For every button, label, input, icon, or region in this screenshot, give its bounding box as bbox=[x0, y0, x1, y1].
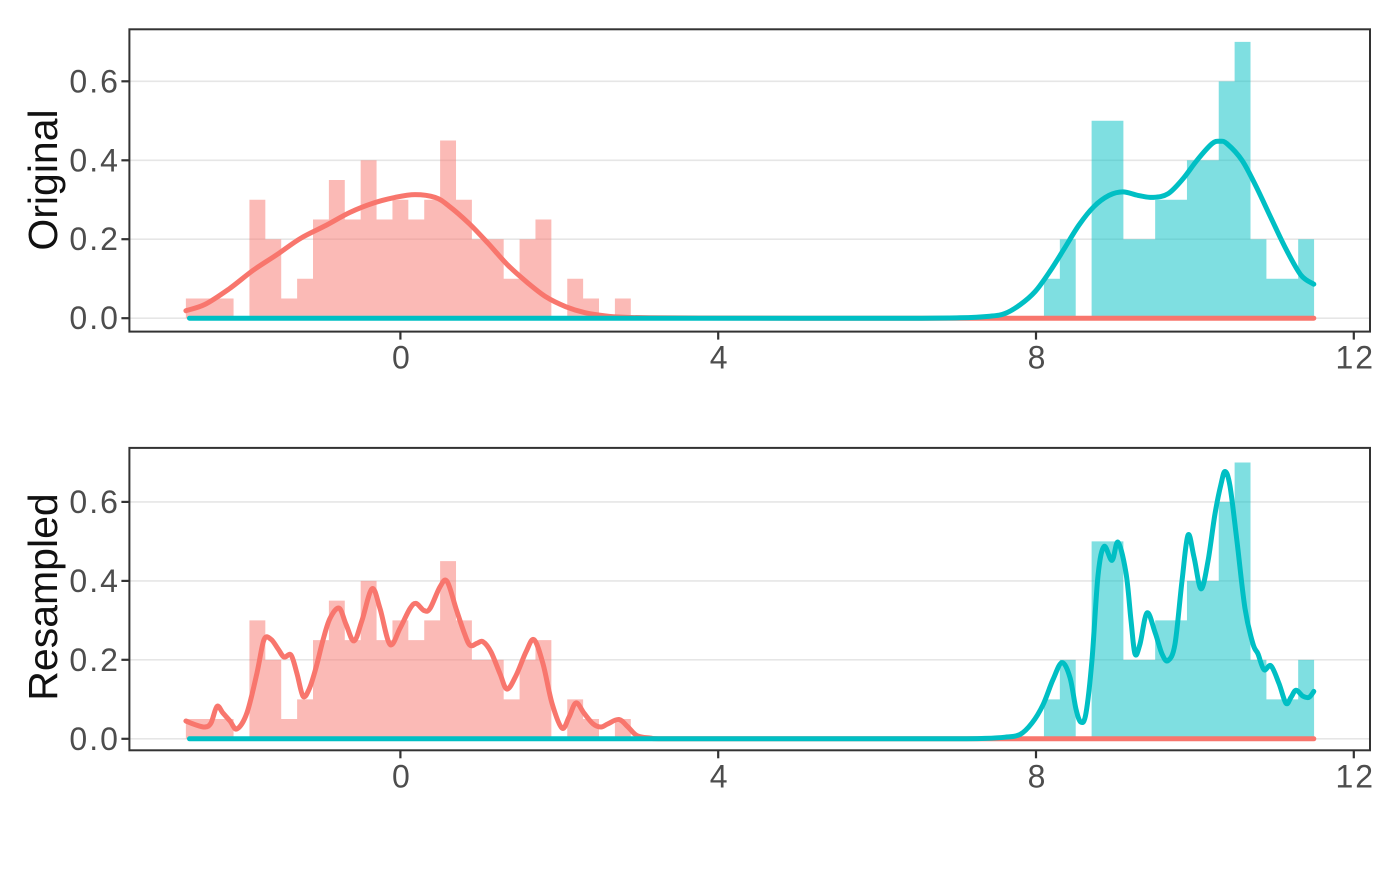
svg-text:8: 8 bbox=[1028, 340, 1048, 376]
svg-text:0.6: 0.6 bbox=[69, 484, 119, 520]
svg-text:12: 12 bbox=[1336, 758, 1376, 794]
svg-text:Resampled: Resampled bbox=[20, 493, 66, 700]
svg-text:0.6: 0.6 bbox=[69, 63, 119, 99]
svg-text:0.0: 0.0 bbox=[69, 721, 119, 757]
svg-text:0: 0 bbox=[392, 758, 412, 794]
svg-text:0.2: 0.2 bbox=[69, 642, 119, 678]
svg-text:0: 0 bbox=[392, 340, 412, 376]
svg-text:Original: Original bbox=[20, 109, 66, 250]
svg-text:4: 4 bbox=[710, 340, 730, 376]
svg-text:4: 4 bbox=[710, 758, 730, 794]
svg-text:8: 8 bbox=[1028, 758, 1048, 794]
svg-text:12: 12 bbox=[1336, 340, 1376, 376]
svg-text:0.0: 0.0 bbox=[69, 300, 119, 336]
svg-text:0.4: 0.4 bbox=[69, 142, 119, 178]
svg-text:0.4: 0.4 bbox=[69, 563, 119, 599]
svg-text:0.2: 0.2 bbox=[69, 221, 119, 257]
